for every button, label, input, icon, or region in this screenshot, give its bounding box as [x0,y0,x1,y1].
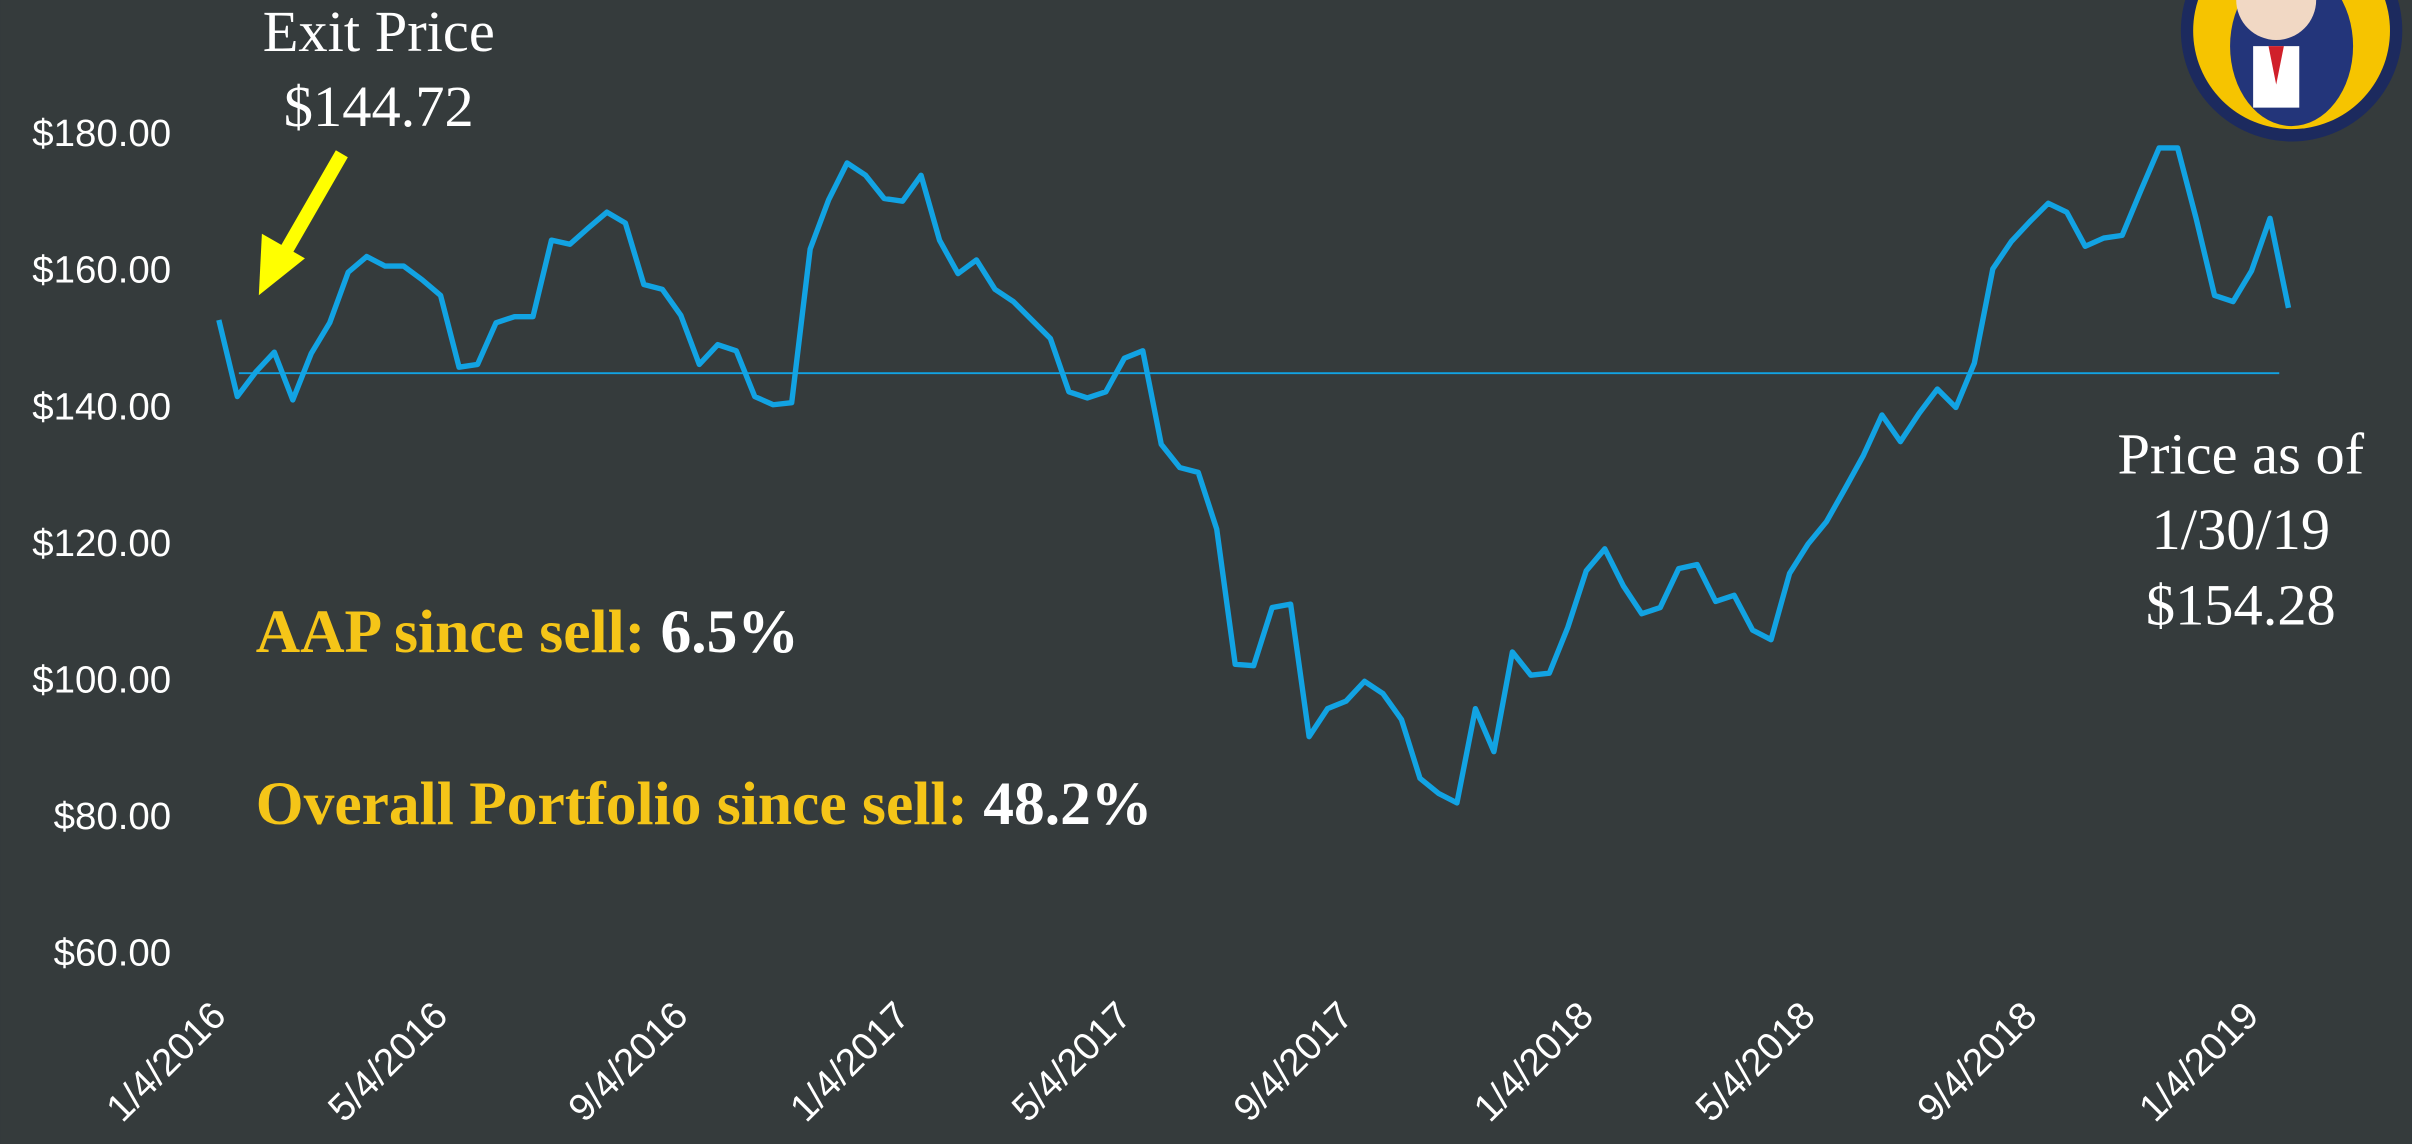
aap-stat: AAP since sell: 6.5% [256,598,799,666]
portfolio-label: Overall Portfolio since sell: [256,770,968,838]
price-line [216,145,2292,806]
y-tick-label: $60.00 [54,932,172,975]
current-label: Price as of [2118,422,2365,487]
portfolio-value: 48.2% [983,770,1152,838]
current-date: 1/30/19 [2152,497,2331,562]
y-tick-label: $120.00 [32,522,171,565]
y-tick-label: $80.00 [54,795,172,838]
y-tick-label: $140.00 [32,385,171,428]
arrow [258,150,348,296]
y-tick-label: $100.00 [32,658,171,701]
aap-label: AAP since sell: [256,598,645,666]
logo [2180,0,2403,142]
portfolio-stat: Overall Portfolio since sell: 48.2% [256,770,1153,838]
exit-value: $144.72 [284,74,474,139]
aap-value: 6.5% [661,598,799,666]
y-tick-label: $180.00 [32,112,171,155]
exit-label: Exit Price [263,0,495,64]
y-tick-label: $160.00 [32,249,171,292]
current-value: $154.28 [2146,572,2336,637]
